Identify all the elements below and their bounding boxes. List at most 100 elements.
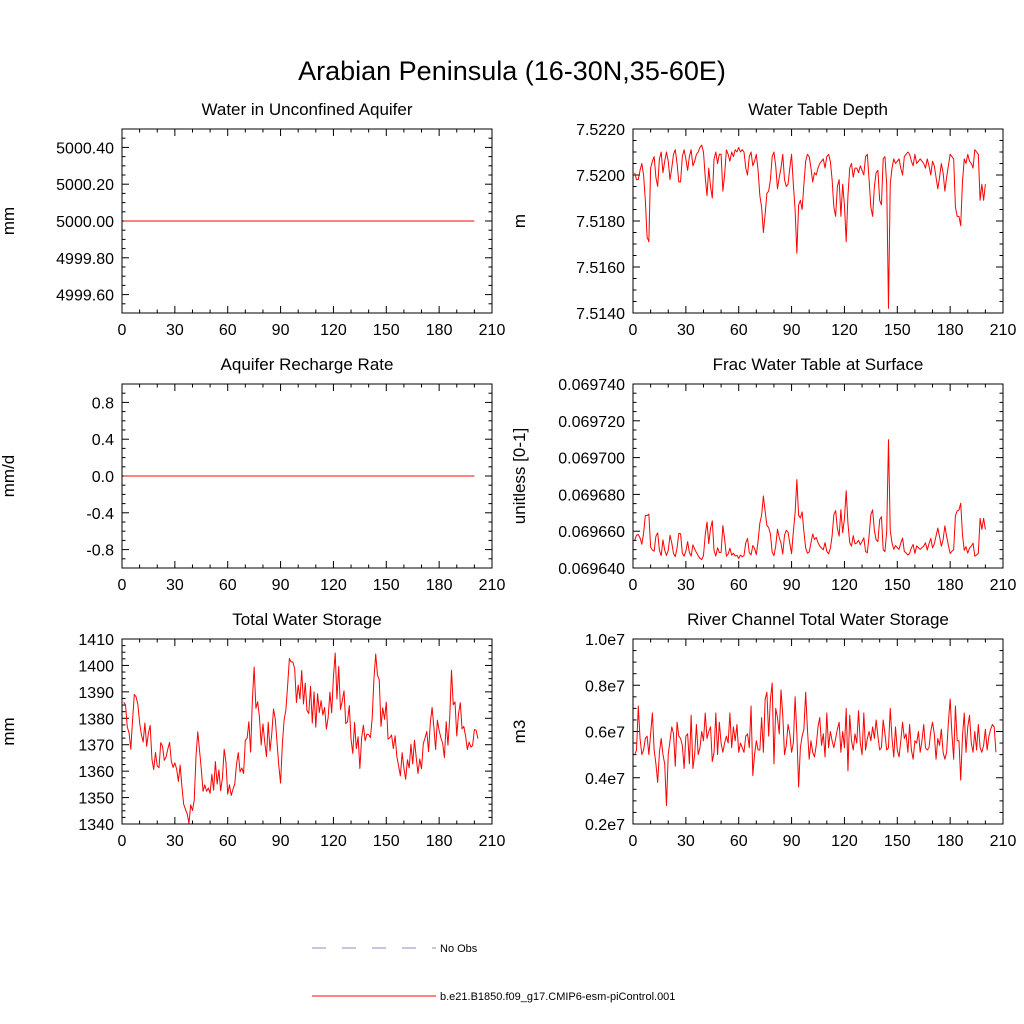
y-tick-label: 1340 (78, 817, 114, 834)
series-line-b-e21-b1850-f09-g17-cmip6-esm-picontrol-001 (634, 439, 986, 561)
x-tick-label: 90 (272, 322, 290, 339)
y-axis-label: mm (0, 207, 18, 235)
x-tick-label: 120 (320, 833, 347, 850)
panel-total-water-storage: Total Water Storage mm 0 30 60 90 120 150 180 210… (0, 610, 505, 850)
y-tick-label: 0.069680 (558, 487, 625, 504)
y-tick-label: 0.069700 (558, 451, 625, 468)
x-tick-label: 210 (990, 833, 1017, 850)
series-line-b-e21-b1850-f09-g17-cmip6-esm-picontrol-001 (634, 682, 997, 806)
x-tick-label: 120 (320, 577, 347, 594)
y-tick-label: 5000.00 (56, 214, 114, 231)
x-tick-label: 30 (677, 322, 695, 339)
legend: No Obs b.e21.B1850.f09_g17.CMIP6-esm-piC… (312, 943, 675, 1003)
x-tick-label: 180 (937, 833, 964, 850)
y-axis-label: mm/d (0, 455, 18, 498)
panel-water-unconfined-aquifer: Water in Unconfined Aquifer mm 0 30 60 90 120 1… (0, 100, 505, 339)
y-tick-label: 5000.20 (56, 177, 114, 194)
panel-water-table-depth: Water Table Depth m 0 30 60 90 120 150 180 210 7.5… (510, 100, 1016, 339)
y-axis-label: mm (0, 717, 18, 745)
legend-model-label: b.e21.B1850.f09_g17.CMIP6-esm-piControl.… (440, 991, 675, 1003)
y-tick-label: 5000.40 (56, 140, 114, 157)
x-tick-label: 30 (677, 833, 695, 850)
y-tick-label: 7.5140 (576, 306, 625, 323)
x-tick-label: 150 (884, 322, 911, 339)
y-tick-label: 0.0 (92, 469, 114, 486)
y-tick-label: 0.069740 (558, 377, 625, 394)
x-tick-label: 0 (629, 322, 638, 339)
x-tick-label: 0 (118, 577, 127, 594)
x-tick-label: 150 (373, 577, 400, 594)
y-tick-label: 0.8e7 (585, 678, 625, 695)
x-tick-label: 120 (831, 322, 858, 339)
x-tick-label: 0 (629, 833, 638, 850)
y-tick-label: 4999.80 (56, 251, 114, 268)
y-tick-label: 1390 (78, 685, 114, 702)
x-tick-label: 30 (166, 322, 184, 339)
panel-title: Water Table Depth (748, 100, 888, 119)
x-tick-label: 90 (783, 322, 801, 339)
y-tick-label: 1360 (78, 764, 114, 781)
y-tick-label: 0.4 (92, 432, 114, 449)
plot-frame (632, 638, 1004, 825)
x-tick-label: 60 (730, 833, 748, 850)
x-tick-label: 180 (937, 577, 964, 594)
panel-frac-water-table-surface: Frac Water Table at Surface unitless [0-1… (510, 355, 1016, 594)
x-tick-label: 0 (118, 833, 127, 850)
panel-title: Water in Unconfined Aquifer (201, 100, 412, 119)
x-tick-label: 120 (831, 577, 858, 594)
x-tick-label: 60 (219, 577, 237, 594)
x-tick-label: 90 (272, 833, 290, 850)
y-tick-label: 0.4e7 (585, 771, 625, 788)
y-tick-label: 1410 (78, 632, 114, 649)
x-tick-label: 210 (990, 322, 1017, 339)
x-tick-label: 90 (783, 577, 801, 594)
x-tick-label: 180 (937, 322, 964, 339)
panel-title: Frac Water Table at Surface (713, 355, 924, 374)
y-tick-label: -0.4 (86, 506, 114, 523)
series-line-b-e21-b1850-f09-g17-cmip6-esm-picontrol-001 (123, 652, 479, 824)
y-tick-label: 0.069640 (558, 561, 625, 578)
panel-river-channel-storage: River Channel Total Water Storage m3 0 30 60… (510, 610, 1016, 850)
x-tick-label: 210 (479, 833, 506, 850)
plot-frame (632, 128, 1004, 314)
x-tick-label: 60 (730, 322, 748, 339)
x-tick-label: 90 (783, 833, 801, 850)
y-tick-label: 0.069660 (558, 524, 625, 541)
x-tick-label: 180 (426, 833, 453, 850)
y-tick-label: 1400 (78, 658, 114, 675)
y-tick-label: 7.5200 (576, 168, 625, 185)
x-tick-label: 210 (990, 577, 1017, 594)
x-tick-label: 180 (426, 577, 453, 594)
x-tick-label: 180 (426, 322, 453, 339)
y-tick-label: 1380 (78, 711, 114, 728)
x-tick-label: 150 (373, 833, 400, 850)
y-tick-label: 1370 (78, 738, 114, 755)
x-tick-label: 120 (320, 322, 347, 339)
y-tick-label: 4999.60 (56, 288, 114, 305)
y-tick-label: -0.8 (86, 543, 114, 560)
figure-title: Arabian Peninsula (16-30N,35-60E) (298, 56, 726, 86)
x-tick-label: 60 (219, 322, 237, 339)
y-tick-label: 0.2e7 (585, 817, 625, 834)
x-tick-label: 0 (629, 577, 638, 594)
panel-title: Aquifer Recharge Rate (221, 355, 394, 374)
plot-frame (121, 638, 493, 825)
x-tick-label: 0 (118, 322, 127, 339)
y-tick-label: 1350 (78, 791, 114, 808)
x-tick-label: 120 (831, 833, 858, 850)
x-tick-label: 30 (677, 577, 695, 594)
x-tick-label: 90 (272, 577, 290, 594)
plot-frame (121, 383, 493, 569)
x-tick-label: 60 (219, 833, 237, 850)
series-line-b-e21-b1850-f09-g17-cmip6-esm-picontrol-001 (634, 144, 986, 309)
y-tick-label: 0.6e7 (585, 725, 625, 742)
x-tick-label: 210 (479, 322, 506, 339)
x-tick-label: 60 (730, 577, 748, 594)
x-tick-label: 210 (479, 577, 506, 594)
y-tick-label: 7.5160 (576, 260, 625, 277)
legend-no-obs-label: No Obs (440, 943, 478, 955)
plot-frame (632, 383, 1004, 569)
y-tick-label: 1.0e7 (585, 632, 625, 649)
x-tick-label: 150 (884, 833, 911, 850)
panel-aquifer-recharge-rate: Aquifer Recharge Rate mm/d 0 30 60 90 120 150 18… (0, 355, 505, 594)
